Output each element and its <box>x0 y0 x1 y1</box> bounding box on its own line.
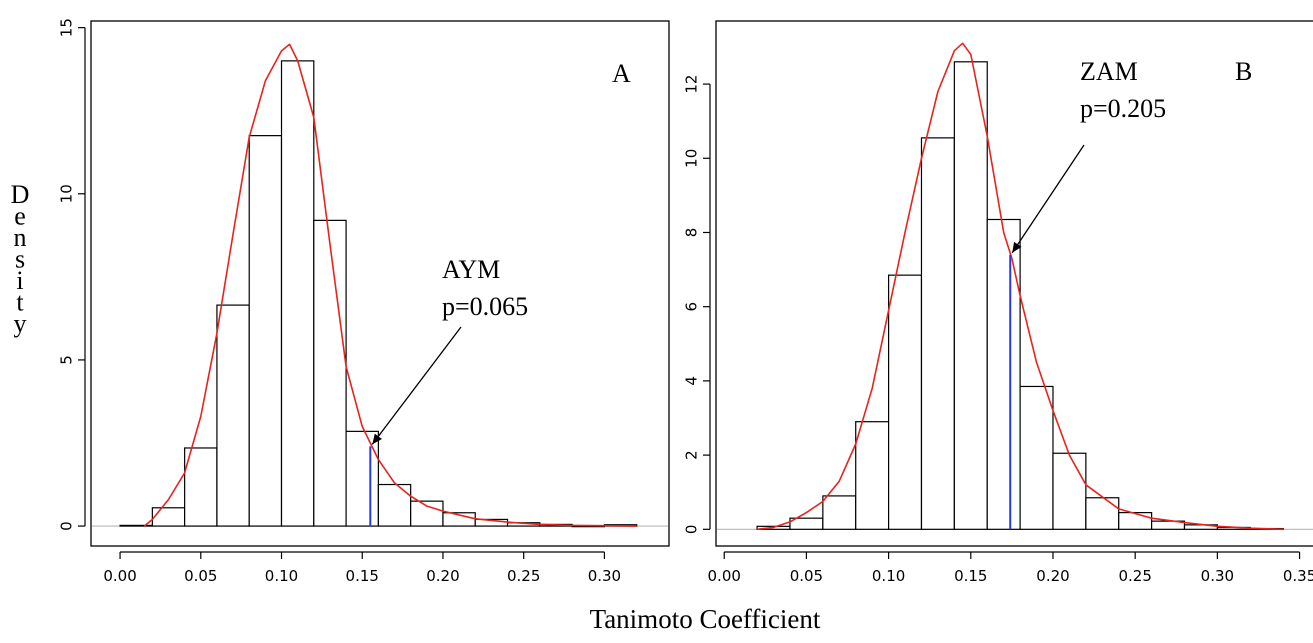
histogram-bar <box>217 305 249 526</box>
annotation-arrow <box>1012 145 1084 253</box>
histogram-bar <box>1086 498 1119 530</box>
y-tick-label: 6 <box>683 302 701 312</box>
histogram-bar <box>411 501 443 526</box>
x-tick-label: 0.20 <box>426 567 459 585</box>
y-tick-label: 4 <box>683 376 701 386</box>
panel-b: 0.00 0.05 0.10 0.15 0.20 0.25 0.30 0.35 0 2 4 6 8 10 1… <box>683 43 1313 585</box>
y-tick-label: 2 <box>683 450 701 460</box>
annotation-compound-label: AYM <box>442 255 500 284</box>
y-tick-label: 5 <box>58 355 76 365</box>
y-tick-label: 0 <box>58 521 76 531</box>
panel-a-plot-frame <box>91 21 669 546</box>
histogram-bar <box>856 422 889 530</box>
histogram-bar <box>346 431 378 526</box>
x-tick-label: 0.35 <box>1283 567 1313 585</box>
panel-label: A <box>612 59 631 88</box>
histogram-bar <box>889 275 922 529</box>
panel-label: B <box>1235 57 1252 86</box>
histogram-bar <box>954 62 987 529</box>
x-tick-label: 0.10 <box>872 567 905 585</box>
histogram-bar <box>921 138 954 529</box>
annotation-p-value: p=0.065 <box>442 292 528 321</box>
histogram-bar <box>249 136 281 526</box>
y-tick-label: 12 <box>683 75 701 94</box>
panel-a: 0.00 0.05 0.10 0.15 0.20 0.25 0.30 0 5 10 15 A AYM p=… <box>58 18 669 585</box>
x-tick-label: 0.15 <box>346 567 379 585</box>
histogram-bar <box>282 61 314 526</box>
y-tick-label: 0 <box>683 525 701 535</box>
x-tick-label: 0.00 <box>708 567 741 585</box>
histogram-bar <box>152 508 184 526</box>
y-tick-label: 10 <box>58 184 76 203</box>
histogram-bar <box>1119 513 1152 530</box>
histogram-bar <box>1053 453 1086 529</box>
x-tick-label: 0.30 <box>588 567 621 585</box>
x-tick-label: 0.20 <box>1036 567 1069 585</box>
y-axis-label-letter: y <box>14 309 27 338</box>
x-tick-label: 0.25 <box>1118 567 1151 585</box>
histogram-bar <box>120 525 152 526</box>
shared-x-axis-label: Tanimoto Coefficient <box>590 604 821 634</box>
histogram-bar <box>1020 386 1053 529</box>
histogram-bar <box>378 485 410 527</box>
histogram-bar <box>314 220 346 526</box>
x-tick-label: 0.25 <box>507 567 540 585</box>
annotation-p-value: p=0.205 <box>1080 94 1166 123</box>
x-tick-label: 0.15 <box>954 567 987 585</box>
x-tick-label: 0.10 <box>265 567 298 585</box>
annotation-compound-label: ZAM <box>1080 57 1138 86</box>
y-tick-label: 8 <box>683 228 701 238</box>
annotation-arrow <box>372 327 461 444</box>
x-tick-label: 0.05 <box>790 567 823 585</box>
x-tick-label: 0.05 <box>184 567 217 585</box>
x-tick-label: 0.30 <box>1201 567 1234 585</box>
y-tick-label: 10 <box>683 149 701 168</box>
x-tick-label: 0.00 <box>103 567 136 585</box>
histogram-bar <box>823 496 856 529</box>
y-tick-label: 15 <box>58 18 76 37</box>
histogram-bar <box>185 448 217 526</box>
histogram-bar <box>987 219 1020 529</box>
